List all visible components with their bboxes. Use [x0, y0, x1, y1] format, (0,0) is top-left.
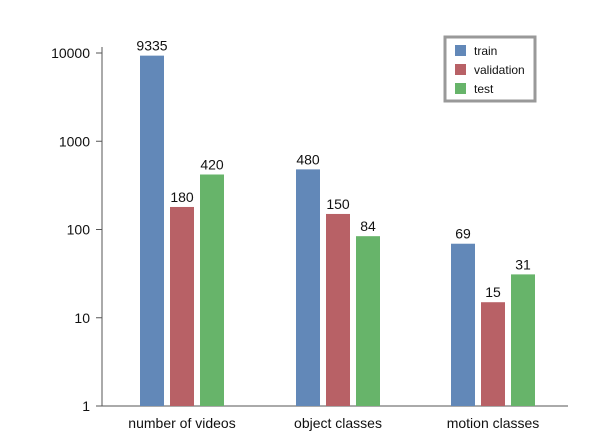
y-tick-label: 100 — [67, 222, 91, 238]
legend-entry-label: test — [474, 82, 494, 96]
bar — [170, 206, 194, 406]
y-tick-label: 1 — [82, 398, 90, 414]
y-tick-label: 10 — [74, 310, 90, 326]
legend-swatch — [455, 45, 466, 56]
bar-value-label: 31 — [515, 256, 531, 272]
x-category-label: number of videos — [128, 415, 235, 431]
bar — [296, 169, 320, 406]
bar-value-label: 9335 — [136, 38, 167, 54]
y-tick-label: 1000 — [59, 133, 90, 149]
x-category-label: object classes — [294, 415, 382, 431]
bar — [511, 274, 535, 406]
legend-entry-label: validation — [474, 63, 525, 77]
bar-value-label: 69 — [455, 226, 471, 242]
bar — [356, 236, 380, 406]
data-labels: 9335 180 420 480 150 84 69 15 31 — [136, 38, 531, 301]
y-tick-label: 10000 — [51, 45, 90, 61]
bar-value-label: 480 — [296, 151, 320, 167]
bar-value-label: 15 — [485, 284, 501, 300]
legend-entry-label: train — [474, 44, 497, 58]
bar-value-label: 84 — [360, 218, 376, 234]
legend: train validation test — [443, 35, 537, 103]
bar-value-label: 180 — [170, 189, 194, 205]
bar-value-label: 420 — [200, 156, 224, 172]
bar — [140, 55, 164, 406]
bar-value-label: 150 — [326, 196, 350, 212]
bar — [200, 174, 224, 406]
legend-swatch — [455, 64, 466, 75]
bar — [326, 213, 350, 406]
x-category-label: motion classes — [447, 415, 540, 431]
bars — [140, 55, 535, 406]
axes: 1 10 100 1000 10000 number of videos object cl… — [51, 45, 568, 431]
bar — [451, 243, 475, 406]
legend-swatch — [455, 83, 466, 94]
bar — [481, 302, 505, 406]
